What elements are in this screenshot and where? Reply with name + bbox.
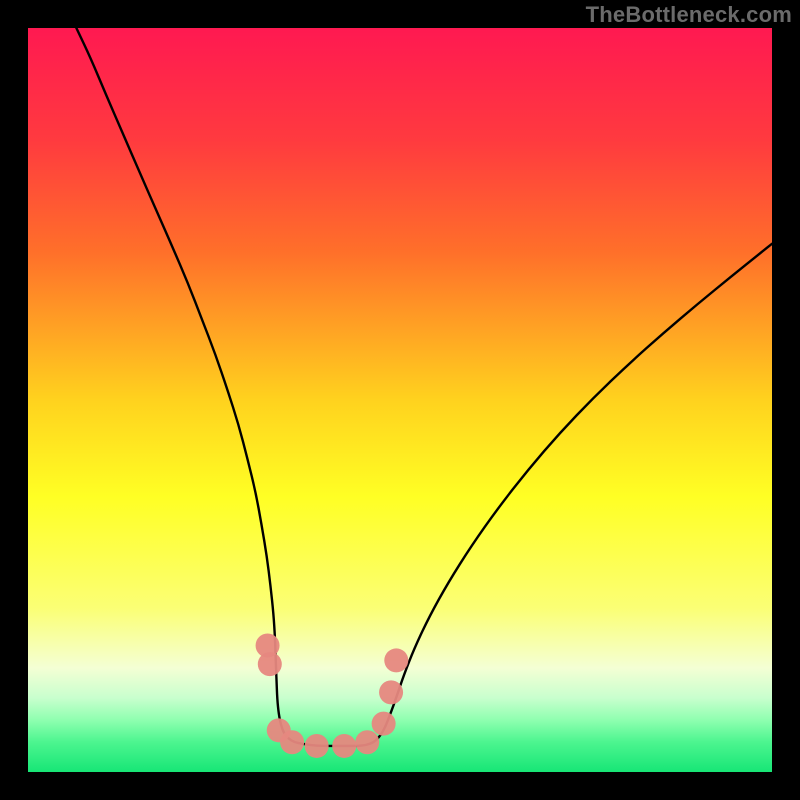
chart-frame: TheBottleneck.com bbox=[0, 0, 800, 800]
data-point bbox=[372, 712, 396, 736]
data-point bbox=[332, 734, 356, 758]
data-point bbox=[280, 730, 304, 754]
chart-plot-area bbox=[28, 28, 772, 772]
data-point bbox=[379, 680, 403, 704]
data-point bbox=[384, 648, 408, 672]
data-point bbox=[355, 730, 379, 754]
watermark-text: TheBottleneck.com bbox=[586, 2, 792, 28]
data-point bbox=[258, 652, 282, 676]
data-point bbox=[305, 734, 329, 758]
chart-svg bbox=[28, 28, 772, 772]
